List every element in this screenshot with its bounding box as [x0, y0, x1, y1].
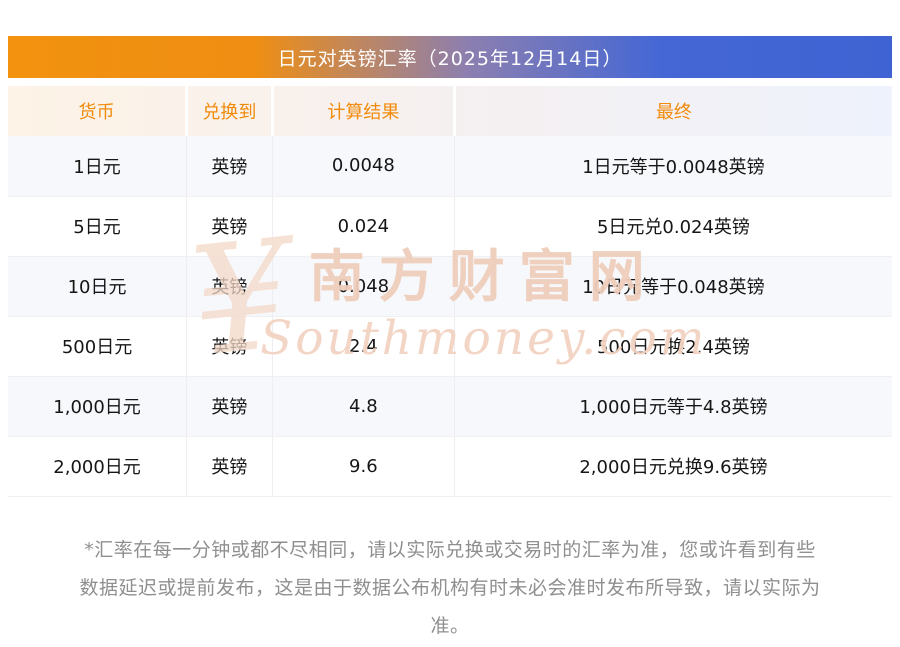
page-title-bar: 日元对英镑汇率（2025年12月14日）	[8, 36, 892, 78]
cell-currency: 5日元	[8, 196, 188, 257]
table-row: 5日元 英镑 0.024 5日元兑0.024英镑	[8, 196, 892, 257]
cell-currency: 2,000日元	[8, 436, 188, 497]
cell-final: 1,000日元等于4.8英镑	[454, 376, 892, 437]
cell-convert-to: 英镑	[186, 436, 273, 497]
cell-final: 500日元换2.4英镑	[454, 316, 892, 377]
cell-convert-to: 英镑	[186, 376, 273, 437]
cell-result: 4.8	[272, 376, 455, 437]
cell-result: 2.4	[272, 316, 455, 377]
rate-table-container: 货币 兑换到 计算结果 最终 1日元 英镑 0.0048 1日元等于0.0048…	[8, 86, 892, 497]
page-title: 日元对英镑汇率（2025年12月14日）	[277, 47, 623, 70]
cell-result: 0.048	[272, 256, 455, 317]
rate-table: 货币 兑换到 计算结果 最终 1日元 英镑 0.0048 1日元等于0.0048…	[8, 86, 892, 497]
cell-convert-to: 英镑	[186, 136, 273, 197]
table-row: 2,000日元 英镑 9.6 2,000日元兑换9.6英镑	[8, 436, 892, 497]
cell-convert-to: 英镑	[186, 196, 273, 257]
cell-currency: 10日元	[8, 256, 188, 317]
cell-final: 1日元等于0.0048英镑	[454, 136, 892, 197]
cell-result: 0.024	[272, 196, 455, 257]
cell-result: 9.6	[272, 436, 455, 497]
table-row: 1,000日元 英镑 4.8 1,000日元等于4.8英镑	[8, 376, 892, 437]
table-header-row: 货币 兑换到 计算结果 最终	[8, 86, 892, 136]
table-row: 500日元 英镑 2.4 500日元换2.4英镑	[8, 316, 892, 377]
col-header-currency: 货币	[8, 86, 189, 136]
cell-final: 2,000日元兑换9.6英镑	[454, 436, 892, 497]
table-row: 10日元 英镑 0.048 10日元等于0.048英镑	[8, 256, 892, 317]
cell-currency: 1,000日元	[8, 376, 188, 437]
col-header-final: 最终	[655, 102, 692, 123]
col-header-convert-to: 兑换到	[186, 86, 274, 136]
cell-currency: 1日元	[8, 136, 188, 197]
disclaimer-note: *汇率在每一分钟或都不尽相同，请以实际兑换或交易时的汇率为准，您或许看到有些数据…	[79, 538, 821, 637]
cell-currency: 500日元	[8, 316, 188, 377]
cell-final: 10日元等于0.048英镑	[454, 256, 892, 317]
cell-convert-to: 英镑	[186, 256, 273, 317]
col-header-result: 计算结果	[272, 86, 456, 136]
cell-final: 5日元兑0.024英镑	[454, 196, 892, 257]
table-row: 1日元 英镑 0.0048 1日元等于0.0048英镑	[8, 136, 892, 197]
cell-convert-to: 英镑	[186, 316, 273, 377]
cell-result: 0.0048	[272, 136, 455, 197]
